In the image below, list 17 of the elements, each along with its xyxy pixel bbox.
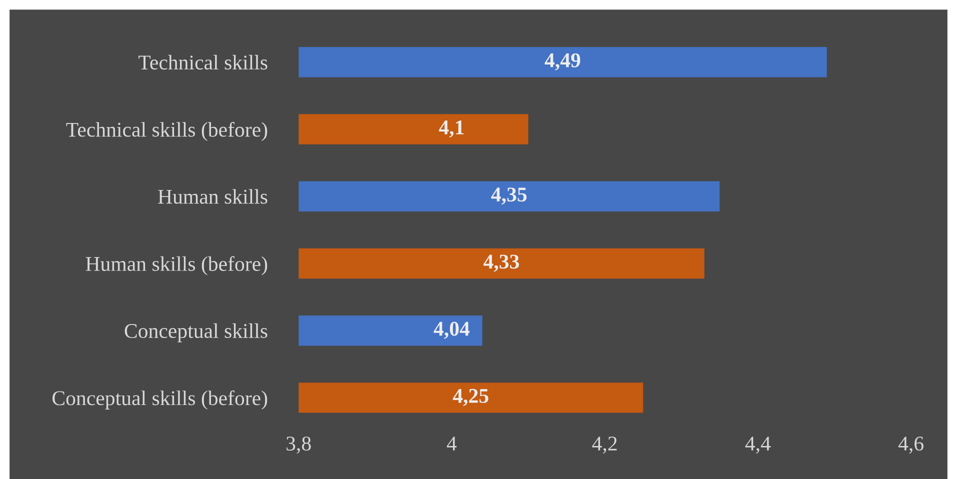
data-label: 4,25 (452, 388, 488, 406)
data-label: 4,33 (484, 254, 519, 272)
y-tick-label: Technical skills (138, 54, 268, 70)
data-label: 4,1 (438, 120, 464, 138)
x-tick-label: 4 (446, 436, 457, 450)
x-tick-label: 4,2 (592, 436, 617, 454)
y-tick-label: Human skills (158, 189, 268, 204)
data-label: 4,04 (434, 322, 470, 339)
y-tick-label: Technical skills (before) (66, 122, 268, 142)
y-tick-label: Human skills (before) (86, 256, 268, 276)
x-tick-label: 3,8 (286, 436, 311, 454)
x-tick-label: 4,6 (898, 436, 924, 454)
y-tick-label: Conceptual skills (124, 323, 268, 342)
x-tick-label: 4,4 (745, 436, 771, 454)
data-label: 4,49 (544, 53, 580, 70)
y-tick-label: Conceptual skills (before) (52, 390, 268, 410)
data-label: 4,35 (491, 188, 527, 205)
